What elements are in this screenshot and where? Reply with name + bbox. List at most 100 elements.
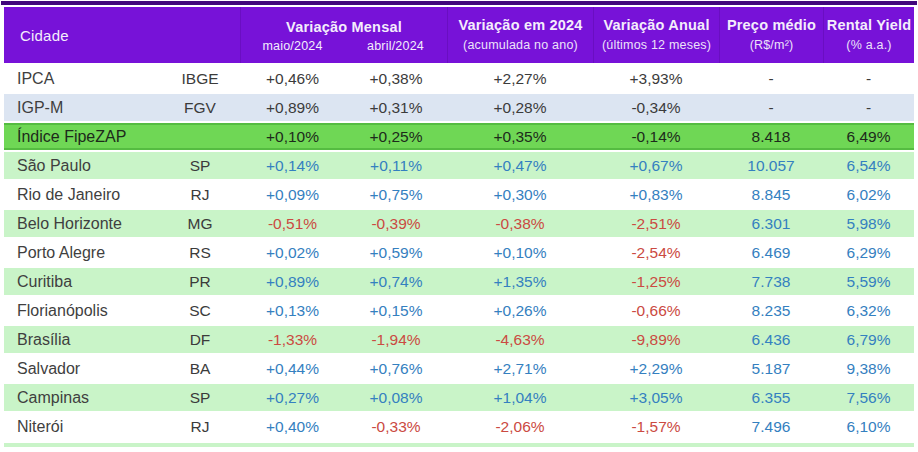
value-cell: +1,04% bbox=[447, 384, 593, 411]
header-abril-2024: abril/2024 bbox=[344, 39, 447, 53]
city-cell: São Paulo bbox=[4, 152, 160, 179]
value-cell: -9,89% bbox=[593, 326, 719, 353]
value-cell: +0,25% bbox=[345, 123, 447, 150]
value-cell: +0,46% bbox=[240, 65, 345, 92]
table-row: Rio de JaneiroRJ+0,09%+0,75%+0,30%+0,83%… bbox=[4, 181, 914, 208]
value-cell: +2,29% bbox=[593, 355, 719, 382]
value-cell: 6.469 bbox=[719, 239, 823, 266]
value-cell: 5.187 bbox=[719, 355, 823, 382]
city-cell: Florianópolis bbox=[4, 297, 160, 324]
value-cell: 6.301 bbox=[719, 210, 823, 237]
value-cell: - bbox=[719, 94, 823, 121]
header-variacao-anual: Variação Anual (últimos 12 meses) bbox=[593, 7, 719, 63]
value-cell: +0,35% bbox=[447, 123, 593, 150]
value-cell: -0,38% bbox=[447, 210, 593, 237]
value-cell: +2,71% bbox=[447, 355, 593, 382]
table-body: IPCAIBGE+0,46%+0,38%+2,27%+3,93%--IGP-M F… bbox=[4, 65, 914, 440]
value-cell: 8.235 bbox=[719, 297, 823, 324]
value-cell: +3,93% bbox=[593, 65, 719, 92]
table-row: SalvadorBA+0,44%+0,76%+2,71%+2,29%5.1879… bbox=[4, 355, 914, 382]
uf-cell: RJ bbox=[160, 413, 240, 440]
value-cell: +0,75% bbox=[345, 181, 447, 208]
city-cell: IGP-M bbox=[4, 94, 160, 121]
value-cell: +0,83% bbox=[593, 181, 719, 208]
header-cidade: Cidade bbox=[4, 7, 240, 63]
value-cell: +0,10% bbox=[447, 239, 593, 266]
city-cell: Niterói bbox=[4, 413, 160, 440]
value-cell: +0,47% bbox=[447, 152, 593, 179]
value-cell: +0,10% bbox=[240, 123, 345, 150]
table-row: FlorianópolisSC+0,13%+0,15%+0,26%-0,66%8… bbox=[4, 297, 914, 324]
header-rental-yield: Rental Yield (% a.a.) bbox=[823, 7, 914, 63]
header-variacao-mensal-title: Variação Mensal bbox=[241, 17, 447, 38]
value-cell: -4,63% bbox=[447, 326, 593, 353]
table-row: BrasíliaDF-1,33%-1,94%-4,63%-9,89%6.4366… bbox=[4, 326, 914, 353]
uf-cell: DF bbox=[160, 326, 240, 353]
value-cell: 6,79% bbox=[823, 326, 914, 353]
value-cell: +0,74% bbox=[345, 268, 447, 295]
fipezap-price-table: Cidade Variação Mensal maio/2024 abril/2… bbox=[0, 0, 918, 452]
value-cell: +0,44% bbox=[240, 355, 345, 382]
value-cell: -1,33% bbox=[240, 326, 345, 353]
value-cell: +0,15% bbox=[345, 297, 447, 324]
value-cell: - bbox=[719, 65, 823, 92]
city-cell: Salvador bbox=[4, 355, 160, 382]
value-cell: 8.845 bbox=[719, 181, 823, 208]
header-preco-medio: Preço médio (R$/m²) bbox=[719, 7, 823, 63]
value-cell: 7,56% bbox=[823, 384, 914, 411]
city-cell: Belo Horizonte bbox=[4, 210, 160, 237]
table-row: CuritibaPR+0,89%+0,74%+1,35%-1,25%7.7385… bbox=[4, 268, 914, 295]
uf-cell: PR bbox=[160, 268, 240, 295]
value-cell: +0,08% bbox=[345, 384, 447, 411]
table-row: IGP-MFGV+0,89%+0,31%+0,28%-0,34%-- bbox=[4, 94, 914, 121]
value-cell: 8.418 bbox=[719, 123, 823, 150]
city-cell: Porto Alegre bbox=[4, 239, 160, 266]
uf-cell: MG bbox=[160, 210, 240, 237]
value-cell: -0,14% bbox=[593, 123, 719, 150]
uf-cell bbox=[160, 123, 240, 150]
value-cell: 6,10% bbox=[823, 413, 914, 440]
value-cell: -1,94% bbox=[345, 326, 447, 353]
value-cell: -1,25% bbox=[593, 268, 719, 295]
table-row: NiteróiRJ+0,40%-0,33%-2,06%-1,57%7.4966,… bbox=[4, 413, 914, 440]
value-cell: 5,59% bbox=[823, 268, 914, 295]
uf-cell: RJ bbox=[160, 181, 240, 208]
value-cell: 6.436 bbox=[719, 326, 823, 353]
value-cell: +0,27% bbox=[240, 384, 345, 411]
next-row-partial-strip bbox=[4, 443, 914, 447]
value-cell: +0,30% bbox=[447, 181, 593, 208]
table-row: CampinasSP+0,27%+0,08%+1,04%+3,05%6.3557… bbox=[4, 384, 914, 411]
value-cell: -2,51% bbox=[593, 210, 719, 237]
uf-cell: IBGE bbox=[160, 65, 240, 92]
uf-cell: SP bbox=[160, 152, 240, 179]
value-cell: 7.496 bbox=[719, 413, 823, 440]
value-cell: - bbox=[823, 65, 914, 92]
value-cell: 7.738 bbox=[719, 268, 823, 295]
value-cell: -0,39% bbox=[345, 210, 447, 237]
value-cell: 5,98% bbox=[823, 210, 914, 237]
value-cell: +0,13% bbox=[240, 297, 345, 324]
value-cell: 6,54% bbox=[823, 152, 914, 179]
value-cell: 6,32% bbox=[823, 297, 914, 324]
table-row: Belo HorizonteMG-0,51%-0,39%-0,38%-2,51%… bbox=[4, 210, 914, 237]
value-cell: +1,35% bbox=[447, 268, 593, 295]
value-cell: +3,05% bbox=[593, 384, 719, 411]
uf-cell: BA bbox=[160, 355, 240, 382]
value-cell: -0,34% bbox=[593, 94, 719, 121]
city-cell: Campinas bbox=[4, 384, 160, 411]
table-row: IPCAIBGE+0,46%+0,38%+2,27%+3,93%-- bbox=[4, 65, 914, 92]
header-variacao-mensal: Variação Mensal maio/2024 abril/2024 bbox=[240, 7, 447, 63]
value-cell: 6,29% bbox=[823, 239, 914, 266]
table-header: Cidade Variação Mensal maio/2024 abril/2… bbox=[4, 7, 914, 63]
city-cell: Brasília bbox=[4, 326, 160, 353]
value-cell: +0,28% bbox=[447, 94, 593, 121]
value-cell: - bbox=[823, 94, 914, 121]
header-maio-2024: maio/2024 bbox=[241, 39, 344, 53]
uf-cell: RS bbox=[160, 239, 240, 266]
table-row: São PauloSP+0,14%+0,11%+0,47%+0,67%10.05… bbox=[4, 152, 914, 179]
value-cell: 6,02% bbox=[823, 181, 914, 208]
uf-cell: SC bbox=[160, 297, 240, 324]
value-cell: -0,66% bbox=[593, 297, 719, 324]
value-cell: 6,49% bbox=[823, 123, 914, 150]
table-row: Índice FipeZAP+0,10%+0,25%+0,35%-0,14%8.… bbox=[4, 123, 914, 150]
